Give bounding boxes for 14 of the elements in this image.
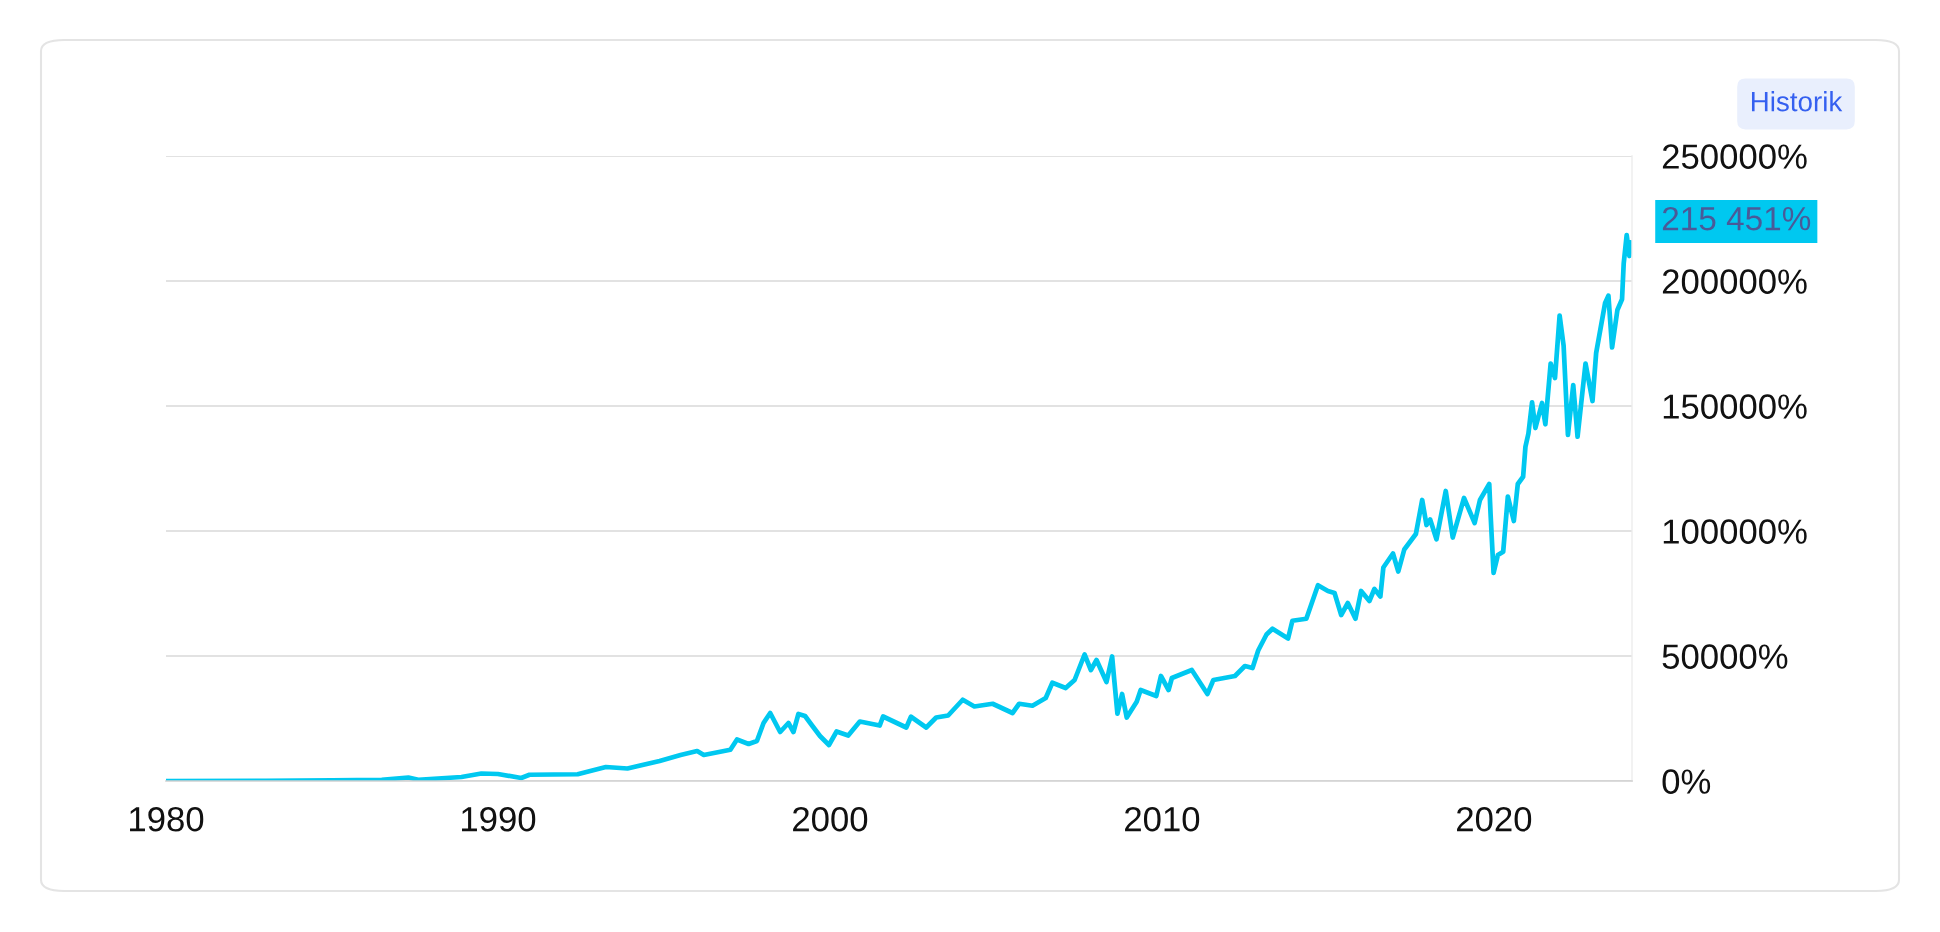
x-tick-label: 1980 [130,806,204,832]
y-tick-label: 50000% [1662,644,1788,669]
y-tick-label: 250000% [1662,144,1807,169]
x-tick-label: 2020 [1457,806,1532,832]
line-series [166,232,1632,781]
x-tick-label: 2010 [1125,806,1200,832]
y-tick-label: 0% [1662,769,1711,794]
y-tick-label: 200000% [1662,269,1807,294]
x-tick-label: 1990 [462,806,536,832]
y-tick-label: 100000% [1663,519,1807,544]
x-tick-label: 2000 [793,806,868,832]
y-tick-label: 150000% [1663,394,1807,419]
annotation: 215 451% [1662,206,1811,231]
text: Historik [1751,91,1843,112]
